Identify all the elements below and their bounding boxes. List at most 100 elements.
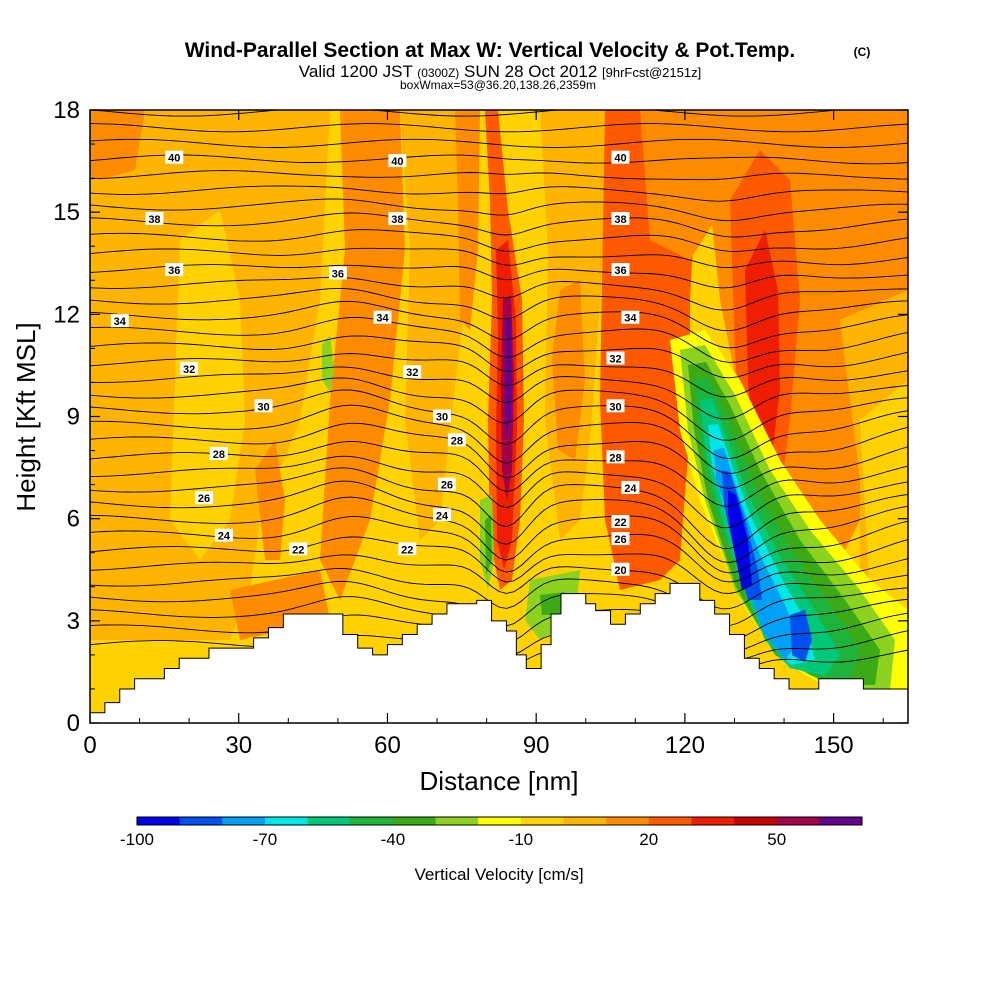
colorbar: -100 -70 -40 -10 20 50 xyxy=(120,816,863,849)
contour-label-text: 36 xyxy=(614,265,626,277)
colorbar-swatch xyxy=(478,817,522,825)
colorbar-label: Vertical Velocity [cm/s] xyxy=(414,865,583,884)
contour-label-text: 28 xyxy=(213,449,225,461)
colorbar-swatch xyxy=(563,817,607,825)
theta-contour xyxy=(90,154,908,165)
theta-contour xyxy=(90,554,908,610)
contour-label: 28 xyxy=(606,450,625,464)
valid-zulu: (0300Z) xyxy=(417,66,459,80)
contour-label-text: 22 xyxy=(401,544,413,556)
contour-label-box xyxy=(214,528,233,542)
x-axis-label: Distance [nm] xyxy=(420,766,579,796)
chart-title: Wind-Parallel Section at Max W: Vertical… xyxy=(185,39,796,62)
theta-contour xyxy=(90,198,908,222)
theta-contour xyxy=(90,568,908,627)
contour-label-box xyxy=(611,515,630,529)
contour-label-text: 38 xyxy=(614,214,626,226)
contour-label: 20 xyxy=(611,562,630,577)
contour-label-box xyxy=(611,150,630,164)
theta-contour xyxy=(90,123,908,133)
theta-contour xyxy=(90,287,908,332)
contour-label-text: 26 xyxy=(614,534,626,546)
contour-label-text: 38 xyxy=(391,214,403,226)
contour-label-text: 34 xyxy=(624,313,637,325)
colorbar-swatch xyxy=(392,817,437,825)
contour-label-box xyxy=(621,481,640,495)
contour-label-text: 24 xyxy=(218,531,231,543)
contour-label-text: 32 xyxy=(406,367,418,379)
colorbar-swatch xyxy=(222,817,266,825)
colorbar-swatch xyxy=(435,817,479,825)
colorbar-swatch xyxy=(691,817,735,825)
colorbar-swatch xyxy=(734,817,778,825)
contour-label-text: 24 xyxy=(624,483,637,495)
contour-label-text: 20 xyxy=(614,565,626,577)
theta-contour xyxy=(90,366,908,420)
theta-contour xyxy=(90,389,908,460)
y-tick-label: 0 xyxy=(67,710,80,737)
theta-contour xyxy=(90,185,908,202)
contour-label-box xyxy=(254,399,273,413)
valid-line: Valid 1200 JST (0300Z) SUN 28 Oct 2012 [… xyxy=(299,62,701,81)
contour-label: 22 xyxy=(611,515,630,529)
colorbar-swatch xyxy=(776,817,820,825)
potential-temperature-contours xyxy=(90,92,908,672)
x-tick-label: 120 xyxy=(665,732,705,759)
contour-label-box xyxy=(165,150,184,164)
y-tick-label: 9 xyxy=(67,404,80,431)
colorbar-tick-label: -70 xyxy=(253,830,278,849)
contour-label-text: 28 xyxy=(451,435,463,447)
contour-label-box xyxy=(110,314,129,328)
updraft-region xyxy=(455,110,480,330)
colorbar-tick-label: -100 xyxy=(120,830,154,849)
theta-contour xyxy=(90,92,908,100)
colorbar-swatch xyxy=(307,817,351,825)
copyright-mark: (C) xyxy=(854,45,871,59)
theta-contour xyxy=(90,467,908,549)
downdraft-weak xyxy=(322,335,334,392)
contour-label-box xyxy=(606,399,625,413)
contour-label-box xyxy=(606,450,625,464)
contour-label-text: 32 xyxy=(609,354,621,366)
contour-label-box xyxy=(195,491,214,505)
contour-label-text: 36 xyxy=(168,265,180,277)
contour-label-text: 30 xyxy=(257,401,269,413)
contour-label-box xyxy=(432,508,451,522)
colorbar-tick-label: 50 xyxy=(767,830,786,849)
contour-label-text: 22 xyxy=(292,544,304,556)
contour-label: 40 xyxy=(165,150,184,165)
theta-contour xyxy=(90,455,908,529)
contour-label: 26 xyxy=(437,477,456,492)
contour-label: 26 xyxy=(611,532,630,546)
theta-contour xyxy=(90,170,908,181)
contour-label: 32 xyxy=(180,361,199,376)
chart-subtitle: boxWmax=53@36.20,138.26,2359m xyxy=(400,78,596,92)
y-tick-label: 6 xyxy=(67,506,80,533)
y-tick-label: 12 xyxy=(53,301,80,328)
velocity-field xyxy=(90,110,908,700)
contour-label: 22 xyxy=(289,542,308,556)
y-tick-label: 18 xyxy=(53,97,80,124)
theta-contour xyxy=(90,229,908,252)
contour-label: 36 xyxy=(611,263,630,277)
contour-label: 24 xyxy=(214,528,233,543)
contour-label-text: 24 xyxy=(436,510,449,522)
theta-contour xyxy=(90,138,908,148)
contour-label-text: 38 xyxy=(148,214,160,226)
contour-label-text: 40 xyxy=(614,153,626,165)
contour-label-box xyxy=(209,446,228,460)
contour-label-box xyxy=(611,211,630,225)
downdraft-weak xyxy=(485,515,492,575)
contour-label-box xyxy=(145,211,164,225)
colorbar-tick-label: -40 xyxy=(381,830,406,849)
theta-contour xyxy=(90,300,908,349)
colorbar-swatch xyxy=(137,817,181,825)
colorbar-frame xyxy=(136,816,863,826)
theta-contour xyxy=(90,212,908,238)
contour-label-text: 26 xyxy=(441,480,453,492)
theta-contour xyxy=(90,480,908,563)
updraft-region xyxy=(90,110,145,180)
contour-label-box xyxy=(611,263,630,277)
updraft-region xyxy=(320,110,405,600)
theta-contour xyxy=(90,353,908,398)
